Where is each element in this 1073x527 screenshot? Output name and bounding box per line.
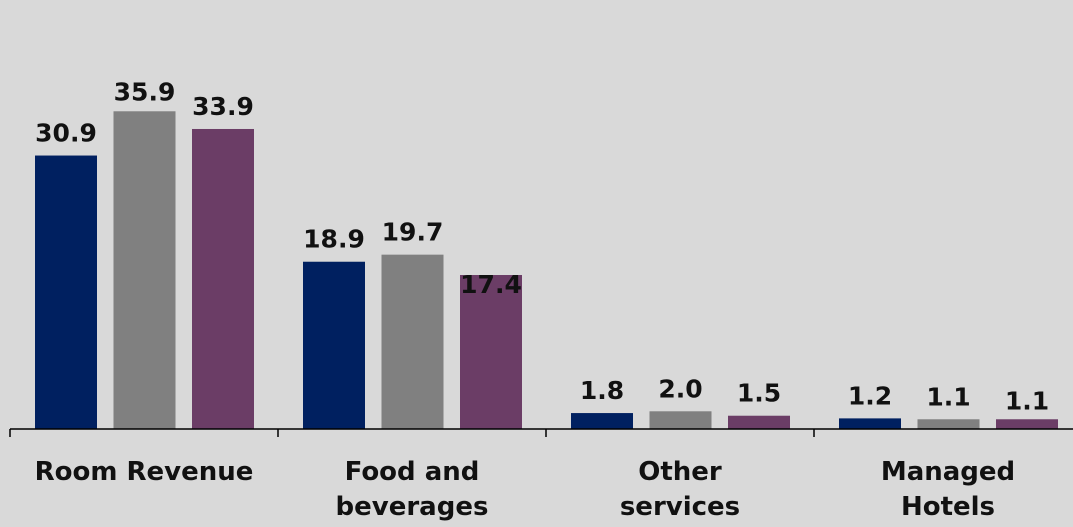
bar-0-series-1 — [113, 111, 176, 429]
bars-group — [35, 111, 1058, 430]
value-label-1-series-1: 19.7 — [382, 218, 444, 247]
value-label-2-series-2: 1.5 — [737, 379, 781, 408]
bar-1-series-2 — [460, 275, 522, 429]
bar-1-series-1 — [381, 254, 444, 429]
value-label-0-series-1: 35.9 — [114, 77, 176, 106]
value-label-2-series-0: 1.8 — [580, 376, 624, 405]
bar-3-series-2 — [996, 419, 1058, 429]
value-label-3-series-0: 1.2 — [848, 381, 892, 410]
bar-3-series-1 — [917, 419, 980, 429]
value-labels-group: 30.9 35.9 33.9 18.9 19.7 17.4 1.8 2.0 1.5 1.2 1.1 1… — [35, 77, 1049, 415]
bar-1-series-0 — [303, 261, 365, 429]
bar-2-series-0 — [571, 413, 633, 429]
bar-0-series-2 — [192, 128, 254, 430]
value-label-0-series-0: 30.9 — [35, 119, 97, 148]
bar-2-series-1 — [649, 411, 712, 429]
value-label-2-series-1: 2.0 — [658, 374, 702, 403]
value-label-3-series-2: 1.1 — [1005, 386, 1049, 415]
category-label-1-line-1: beverages — [336, 492, 489, 522]
category-label-1-line-0: Food and — [345, 457, 480, 487]
category-label-0-line-0: Room Revenue — [35, 457, 254, 487]
bar-2-series-2 — [728, 415, 790, 429]
value-label-1-series-2: 17.4 — [460, 270, 522, 299]
value-label-3-series-1: 1.1 — [926, 382, 970, 411]
category-labels-group: Room Revenue Food and beverages Other servic… — [35, 457, 1016, 522]
value-label-0-series-2: 33.9 — [192, 92, 254, 121]
bar-3-series-0 — [839, 418, 901, 429]
category-label-3-line-1: Hotels — [901, 492, 995, 522]
bar-0-series-0 — [35, 155, 97, 429]
category-label-2-line-0: Other — [638, 457, 722, 487]
x-axis-ticks — [9, 429, 815, 437]
category-label-3-line-0: Managed — [881, 457, 1015, 487]
category-label-2-line-1: services — [620, 492, 740, 522]
value-label-1-series-0: 18.9 — [303, 225, 365, 254]
